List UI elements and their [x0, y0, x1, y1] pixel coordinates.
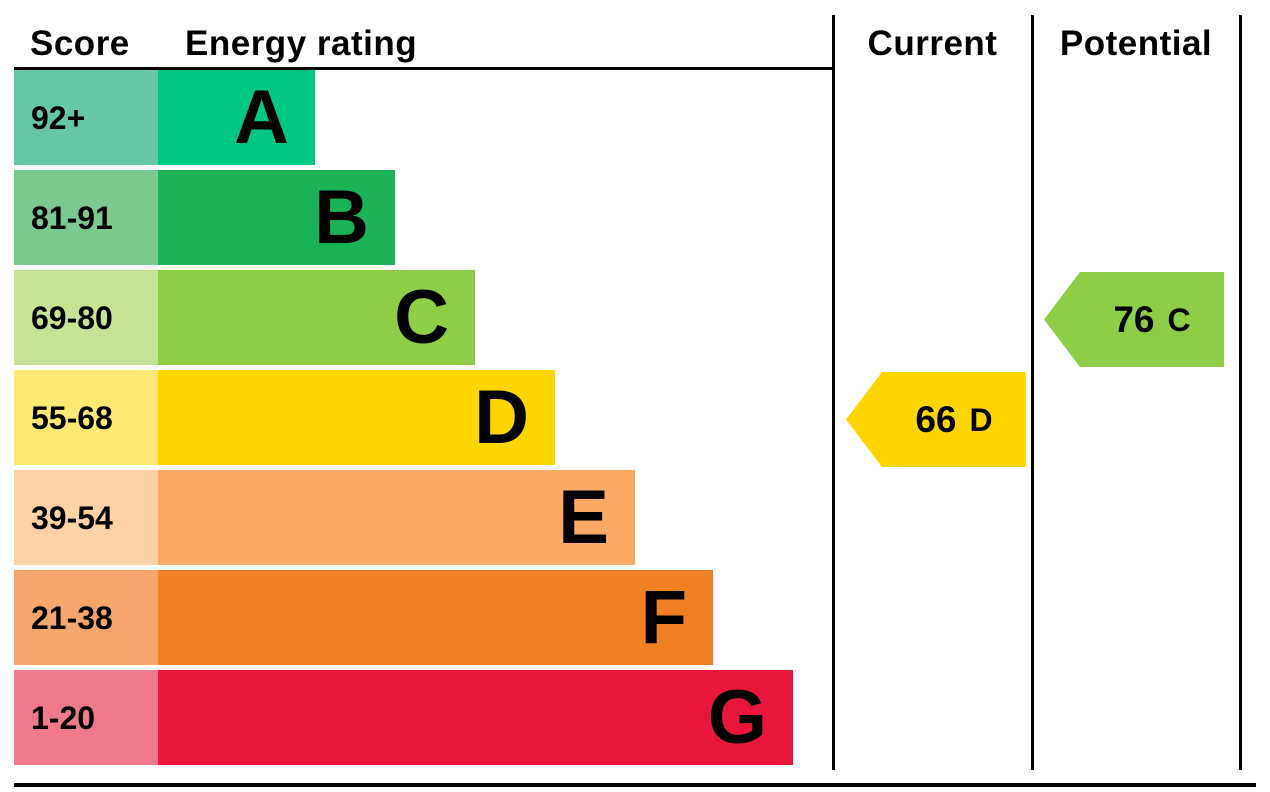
- score-cell-f: 21-38: [14, 570, 158, 665]
- score-cell-e: 39-54: [14, 470, 158, 565]
- score-cell-g: 1-20: [14, 670, 158, 765]
- current-rating-arrow: 66 D: [846, 372, 1026, 467]
- score-range: 69-80: [31, 299, 113, 336]
- band-bar-f: F: [158, 570, 713, 665]
- band-row-f: 21-38 F: [14, 570, 793, 670]
- band-letter: A: [234, 74, 289, 160]
- band-bar-c: C: [158, 270, 475, 365]
- band-row-d: 55-68 D: [14, 370, 793, 470]
- band-row-c: 69-80 C: [14, 270, 793, 370]
- band-rows: 92+ A 81-91 B 69-80 C 55-68 D 39-54 E 21-38 F 1-20 G: [14, 70, 793, 770]
- score-cell-a: 92+: [14, 70, 158, 165]
- right-border-line: [1239, 15, 1242, 770]
- bottom-border-line: [14, 783, 1256, 787]
- header-underline: [14, 67, 833, 70]
- header-current: Current: [867, 24, 998, 63]
- band-letter: C: [394, 274, 449, 360]
- score-cell-c: 69-80: [14, 270, 158, 365]
- potential-rating-arrow: 76 C: [1044, 272, 1224, 367]
- band-letter: G: [707, 674, 767, 760]
- header-potential: Potential: [1059, 24, 1213, 63]
- score-range: 55-68: [31, 399, 113, 436]
- band-row-g: 1-20 G: [14, 670, 793, 770]
- score-range: 21-38: [31, 599, 113, 636]
- potential-column-divider: [1031, 15, 1034, 770]
- band-letter: F: [640, 574, 687, 660]
- band-bar-a: A: [158, 70, 315, 165]
- band-bar-d: D: [158, 370, 555, 465]
- potential-rating-letter: C: [1167, 301, 1191, 338]
- score-range: 1-20: [31, 699, 96, 736]
- band-letter: B: [314, 174, 369, 260]
- potential-rating-value: 76: [1113, 299, 1155, 340]
- band-letter: E: [558, 474, 609, 560]
- score-range: 92+: [31, 99, 86, 136]
- band-bar-e: E: [158, 470, 635, 565]
- band-row-a: 92+ A: [14, 70, 793, 170]
- band-letter: D: [474, 374, 529, 460]
- header-energy-rating: Energy rating: [185, 24, 418, 63]
- band-bar-b: B: [158, 170, 395, 265]
- score-cell-d: 55-68: [14, 370, 158, 465]
- header-score: Score: [30, 24, 130, 63]
- band-bar-g: G: [158, 670, 793, 765]
- score-range: 39-54: [31, 499, 113, 536]
- score-cell-b: 81-91: [14, 170, 158, 265]
- current-rating-letter: D: [969, 401, 993, 438]
- score-range: 81-91: [31, 199, 113, 236]
- band-row-b: 81-91 B: [14, 170, 793, 270]
- current-column-divider: [832, 15, 835, 770]
- band-row-e: 39-54 E: [14, 470, 793, 570]
- current-rating-value: 66: [915, 399, 957, 440]
